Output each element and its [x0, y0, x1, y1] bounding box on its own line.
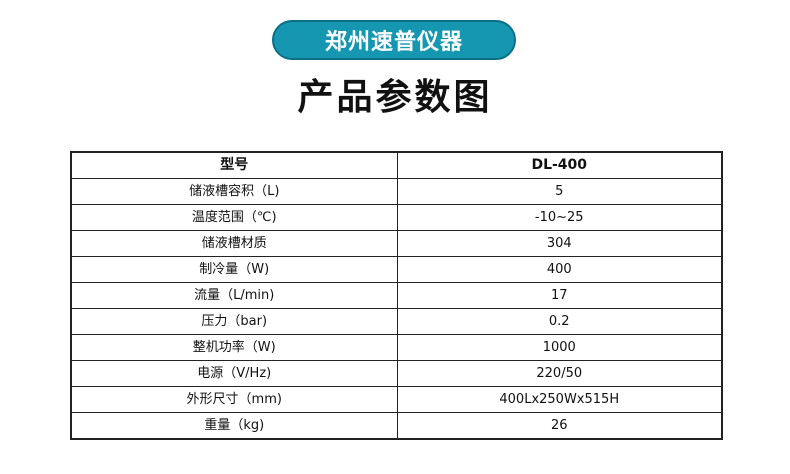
table-header-row: 型号 DL-400	[70, 151, 723, 179]
table-row: 重量（kg) 26	[70, 412, 723, 440]
row-label: 整机功率（W)	[70, 334, 398, 361]
table-row: 整机功率（W) 1000	[70, 334, 723, 361]
row-label: 外形尺寸（mm)	[70, 386, 398, 413]
row-value: 5	[396, 178, 723, 205]
row-value: 17	[396, 282, 723, 309]
row-value: 1000	[396, 334, 723, 361]
row-label: 温度范围（℃)	[70, 204, 398, 231]
table-row: 流量（L/min) 17	[70, 282, 723, 309]
header-label-cell: 型号	[70, 151, 398, 179]
table-row: 温度范围（℃) -10~25	[70, 204, 723, 231]
row-value: -10~25	[396, 204, 723, 231]
header-model-cell: DL-400	[396, 151, 723, 179]
row-label: 压力（bar)	[70, 308, 398, 335]
row-label: 电源（V/Hz)	[70, 360, 398, 387]
spec-table: 型号 DL-400 储液槽容积（L) 5 温度范围（℃) -10~25 储液槽材…	[70, 151, 723, 440]
row-label: 储液槽材质	[70, 230, 398, 257]
brand-name: 郑州速普仪器	[324, 30, 463, 55]
row-value: 400Lx250Wx515H	[396, 386, 723, 413]
table-row: 储液槽容积（L) 5	[70, 178, 723, 205]
page-title: 产品参数图	[297, 77, 493, 118]
table-row: 制冷量（W) 400	[70, 256, 723, 283]
table-row: 压力（bar) 0.2	[70, 308, 723, 335]
row-value: 304	[396, 230, 723, 257]
row-value: 220/50	[396, 360, 723, 387]
row-value: 26	[396, 412, 723, 440]
row-label: 储液槽容积（L)	[70, 178, 398, 205]
table-row: 外形尺寸（mm) 400Lx250Wx515H	[70, 386, 723, 413]
table-row: 电源（V/Hz) 220/50	[70, 360, 723, 387]
brand-badge: 郑州速普仪器	[272, 20, 516, 60]
row-label: 流量（L/min)	[70, 282, 398, 309]
row-value: 400	[396, 256, 723, 283]
row-label: 重量（kg)	[70, 412, 398, 440]
row-label: 制冷量（W)	[70, 256, 398, 283]
row-value: 0.2	[396, 308, 723, 335]
table-row: 储液槽材质 304	[70, 230, 723, 257]
